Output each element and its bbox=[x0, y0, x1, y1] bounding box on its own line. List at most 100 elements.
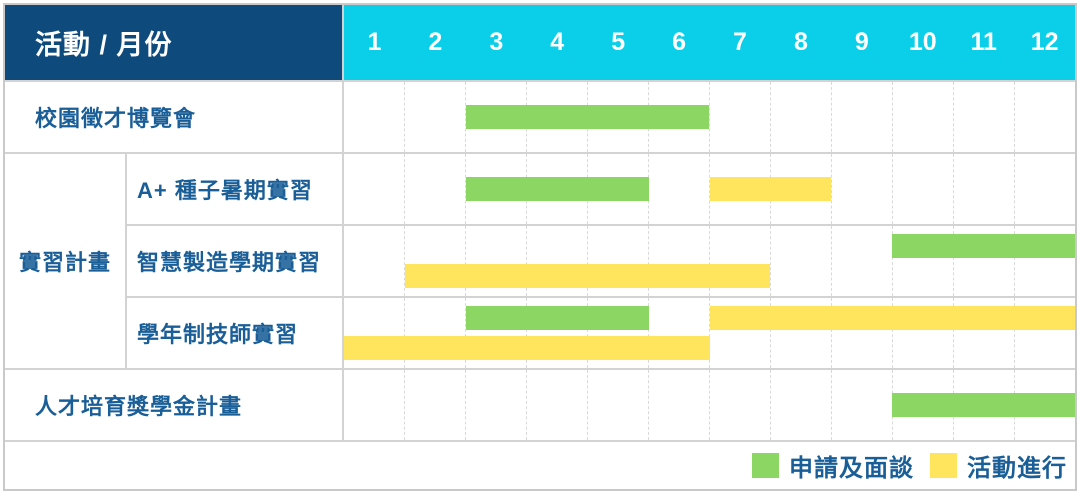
month-gridline bbox=[404, 154, 465, 224]
month-gridline bbox=[831, 226, 892, 296]
task-chart-cell bbox=[342, 226, 1075, 296]
month-gridline bbox=[1014, 154, 1075, 224]
month-gridline bbox=[404, 226, 465, 296]
group-label-cell: 實習計畫 bbox=[5, 154, 125, 368]
month-gridline bbox=[831, 370, 892, 440]
month-gridline bbox=[770, 370, 831, 440]
month-gridline bbox=[953, 226, 1014, 296]
task-label: 校園徵才博覽會 bbox=[35, 106, 197, 131]
month-header-9: 9 bbox=[854, 28, 869, 56]
task-chart-cell bbox=[342, 370, 1075, 440]
month-header-3: 3 bbox=[489, 28, 504, 56]
gantt-bar-ongoing bbox=[344, 336, 710, 360]
gantt-table: 活動 / 月份 1 2 3 4 5 6 7 8 9 10 11 12 校園徵才博覽會 實習計畫 A+ … bbox=[3, 3, 1077, 491]
month-gridline bbox=[587, 226, 648, 296]
month-gridline bbox=[404, 298, 465, 368]
month-gridline bbox=[465, 154, 526, 224]
month-gridline bbox=[892, 82, 953, 152]
task-row-scholarship: 人才培育獎學金計畫 bbox=[5, 368, 1075, 440]
month-gridline bbox=[770, 82, 831, 152]
gantt-bar-apply bbox=[465, 306, 649, 330]
legend-swatch-apply bbox=[752, 453, 779, 478]
month-header-2: 2 bbox=[428, 28, 443, 56]
month-gridline bbox=[1014, 82, 1075, 152]
legend-item-ongoing: 活動進行 bbox=[930, 448, 1067, 483]
month-gridline bbox=[587, 370, 648, 440]
month-header-1: 1 bbox=[367, 28, 382, 56]
month-header-5: 5 bbox=[611, 28, 626, 56]
month-gridline bbox=[709, 82, 770, 152]
gantt-bar-apply bbox=[465, 105, 710, 129]
month-gridline bbox=[587, 298, 648, 368]
month-gridline bbox=[526, 370, 587, 440]
month-header-row: 1 2 3 4 5 6 7 8 9 10 11 12 bbox=[342, 5, 1075, 80]
month-gridline bbox=[892, 154, 953, 224]
month-gridline bbox=[465, 82, 526, 152]
month-gridline bbox=[648, 226, 709, 296]
month-gridline bbox=[344, 370, 404, 440]
gantt-bar-apply bbox=[892, 393, 1075, 417]
task-row-aplus-summer: A+ 種子暑期實習 bbox=[127, 154, 1075, 224]
month-header-4: 4 bbox=[550, 28, 565, 56]
corner-header-label: 活動 / 月份 bbox=[35, 30, 173, 60]
gantt-bar-ongoing bbox=[709, 306, 1075, 330]
month-gridline bbox=[709, 226, 770, 296]
task-row-year-round-technician: 學年制技師實習 bbox=[127, 296, 1075, 368]
task-label-cell: 學年制技師實習 bbox=[127, 298, 342, 368]
month-gridline bbox=[770, 298, 831, 368]
month-gridline bbox=[953, 82, 1014, 152]
gantt-bar-ongoing bbox=[709, 177, 832, 201]
task-label: 人才培育獎學金計畫 bbox=[35, 394, 243, 419]
month-gridline bbox=[344, 154, 404, 224]
month-gridline bbox=[648, 298, 709, 368]
task-label: A+ 種子暑期實習 bbox=[137, 178, 313, 203]
task-row-campus-fair: 校園徵才博覽會 bbox=[5, 80, 1075, 152]
month-gridline bbox=[526, 298, 587, 368]
corner-header-cell: 活動 / 月份 bbox=[5, 5, 342, 80]
task-label: 學年制技師實習 bbox=[137, 322, 299, 347]
month-grid bbox=[344, 226, 1075, 296]
month-gridline bbox=[953, 154, 1014, 224]
internship-group-band: 實習計畫 A+ 種子暑期實習 智慧製造學期實習 學 bbox=[5, 152, 1075, 368]
month-grid bbox=[344, 298, 1075, 368]
month-header-12: 12 bbox=[1030, 28, 1059, 56]
month-gridline bbox=[831, 82, 892, 152]
month-gridline bbox=[1014, 226, 1075, 296]
month-gridline bbox=[465, 370, 526, 440]
month-gridline bbox=[831, 154, 892, 224]
month-grid bbox=[344, 82, 1075, 152]
month-gridline bbox=[648, 154, 709, 224]
task-chart-cell bbox=[342, 82, 1075, 152]
month-gridline bbox=[953, 298, 1014, 368]
gantt-bar-ongoing bbox=[404, 264, 771, 288]
task-label-cell: 校園徵才博覽會 bbox=[5, 82, 342, 152]
gantt-bar-apply bbox=[892, 234, 1075, 258]
month-gridline bbox=[344, 226, 404, 296]
month-gridline bbox=[892, 298, 953, 368]
month-header-6: 6 bbox=[672, 28, 687, 56]
month-header-7: 7 bbox=[733, 28, 747, 56]
task-label-cell: 智慧製造學期實習 bbox=[127, 226, 342, 296]
month-header-11: 11 bbox=[970, 28, 997, 56]
gantt-bar-apply bbox=[465, 177, 649, 201]
task-chart-cell bbox=[342, 298, 1075, 368]
month-gridline bbox=[404, 82, 465, 152]
legend-item-apply: 申請及面談 bbox=[752, 448, 914, 483]
legend-swatch-ongoing bbox=[930, 453, 957, 478]
legend: 申請及面談 活動進行 bbox=[5, 440, 1075, 489]
month-header-8: 8 bbox=[793, 28, 808, 56]
month-gridline bbox=[648, 370, 709, 440]
task-row-smart-manufacturing: 智慧製造學期實習 bbox=[127, 224, 1075, 296]
month-header-10: 10 bbox=[908, 28, 937, 56]
month-gridline bbox=[1014, 298, 1075, 368]
month-gridline bbox=[344, 82, 404, 152]
task-chart-cell bbox=[342, 154, 1075, 224]
task-label-cell: 人才培育獎學金計畫 bbox=[5, 370, 342, 440]
month-gridline bbox=[465, 226, 526, 296]
month-gridline bbox=[709, 370, 770, 440]
legend-label: 活動進行 bbox=[967, 455, 1067, 482]
month-gridline bbox=[404, 370, 465, 440]
month-gridline bbox=[892, 226, 953, 296]
group-label: 實習計畫 bbox=[18, 250, 111, 275]
